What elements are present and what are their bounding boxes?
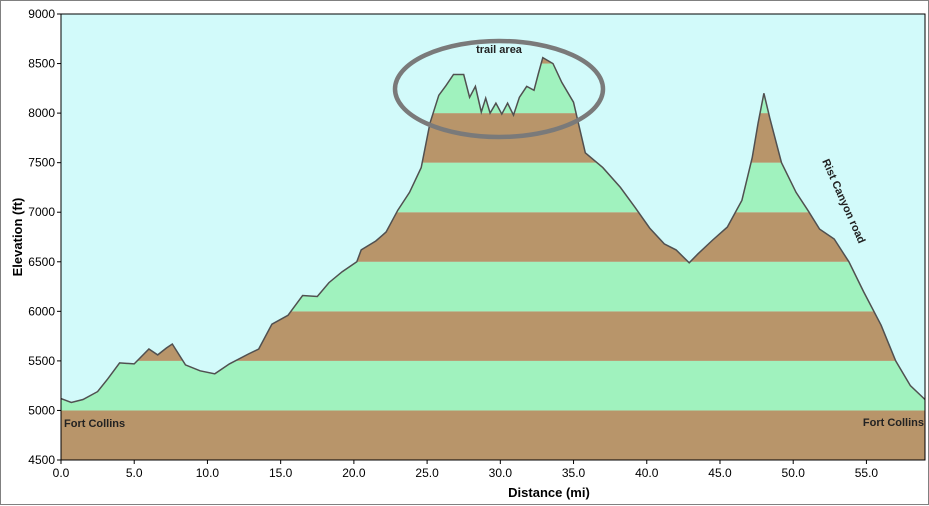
x-tick-label: 45.0 bbox=[708, 466, 732, 480]
x-tick-label: 50.0 bbox=[782, 466, 806, 480]
elevation-band bbox=[61, 410, 925, 460]
trail-area-label: trail area bbox=[476, 44, 523, 56]
x-axis-ticks: 0.0 5.0 10.0 15.0 20.0 25.0 30.0 35.0 40.0 45.0 50… bbox=[53, 460, 879, 480]
y-tick-label: 7500 bbox=[28, 156, 55, 170]
x-tick-label: 40.0 bbox=[635, 466, 659, 480]
y-tick-label: 8000 bbox=[28, 106, 55, 120]
x-tick-label: 20.0 bbox=[342, 466, 366, 480]
end-label-fort-collins: Fort Collins bbox=[863, 417, 924, 429]
trail-area-ellipse bbox=[392, 38, 606, 140]
x-tick-label: 0.0 bbox=[53, 466, 70, 480]
y-tick-label: 6500 bbox=[28, 255, 55, 269]
x-tick-label: 30.0 bbox=[489, 466, 513, 480]
elevation-profile-line bbox=[60, 56, 926, 404]
x-tick-label: 10.0 bbox=[196, 466, 220, 480]
y-tick-label: 5000 bbox=[28, 403, 55, 417]
y-tick-label: 6000 bbox=[28, 304, 55, 318]
x-tick-label: 15.0 bbox=[269, 466, 293, 480]
plot-border bbox=[60, 13, 926, 461]
y-axis-ticks: 4500 5000 5500 6000 6500 7000 7500 8000 8500 9000 bbox=[28, 7, 61, 467]
y-tick-label: 5500 bbox=[28, 354, 55, 368]
y-tick-label: 4500 bbox=[28, 453, 55, 467]
start-label-fort-collins: Fort Collins bbox=[64, 418, 125, 430]
x-tick-label: 5.0 bbox=[126, 466, 143, 480]
y-tick-label: 7000 bbox=[28, 205, 55, 219]
elevation-band bbox=[61, 360, 925, 411]
x-axis-title: Distance (mi) bbox=[508, 485, 590, 500]
x-tick-label: 55.0 bbox=[855, 466, 879, 480]
y-tick-label: 9000 bbox=[28, 7, 55, 21]
x-tick-label: 35.0 bbox=[562, 466, 586, 480]
x-tick-label: 25.0 bbox=[415, 466, 439, 480]
y-axis-title: Elevation (ft) bbox=[10, 198, 25, 277]
y-tick-label: 8500 bbox=[28, 57, 55, 71]
